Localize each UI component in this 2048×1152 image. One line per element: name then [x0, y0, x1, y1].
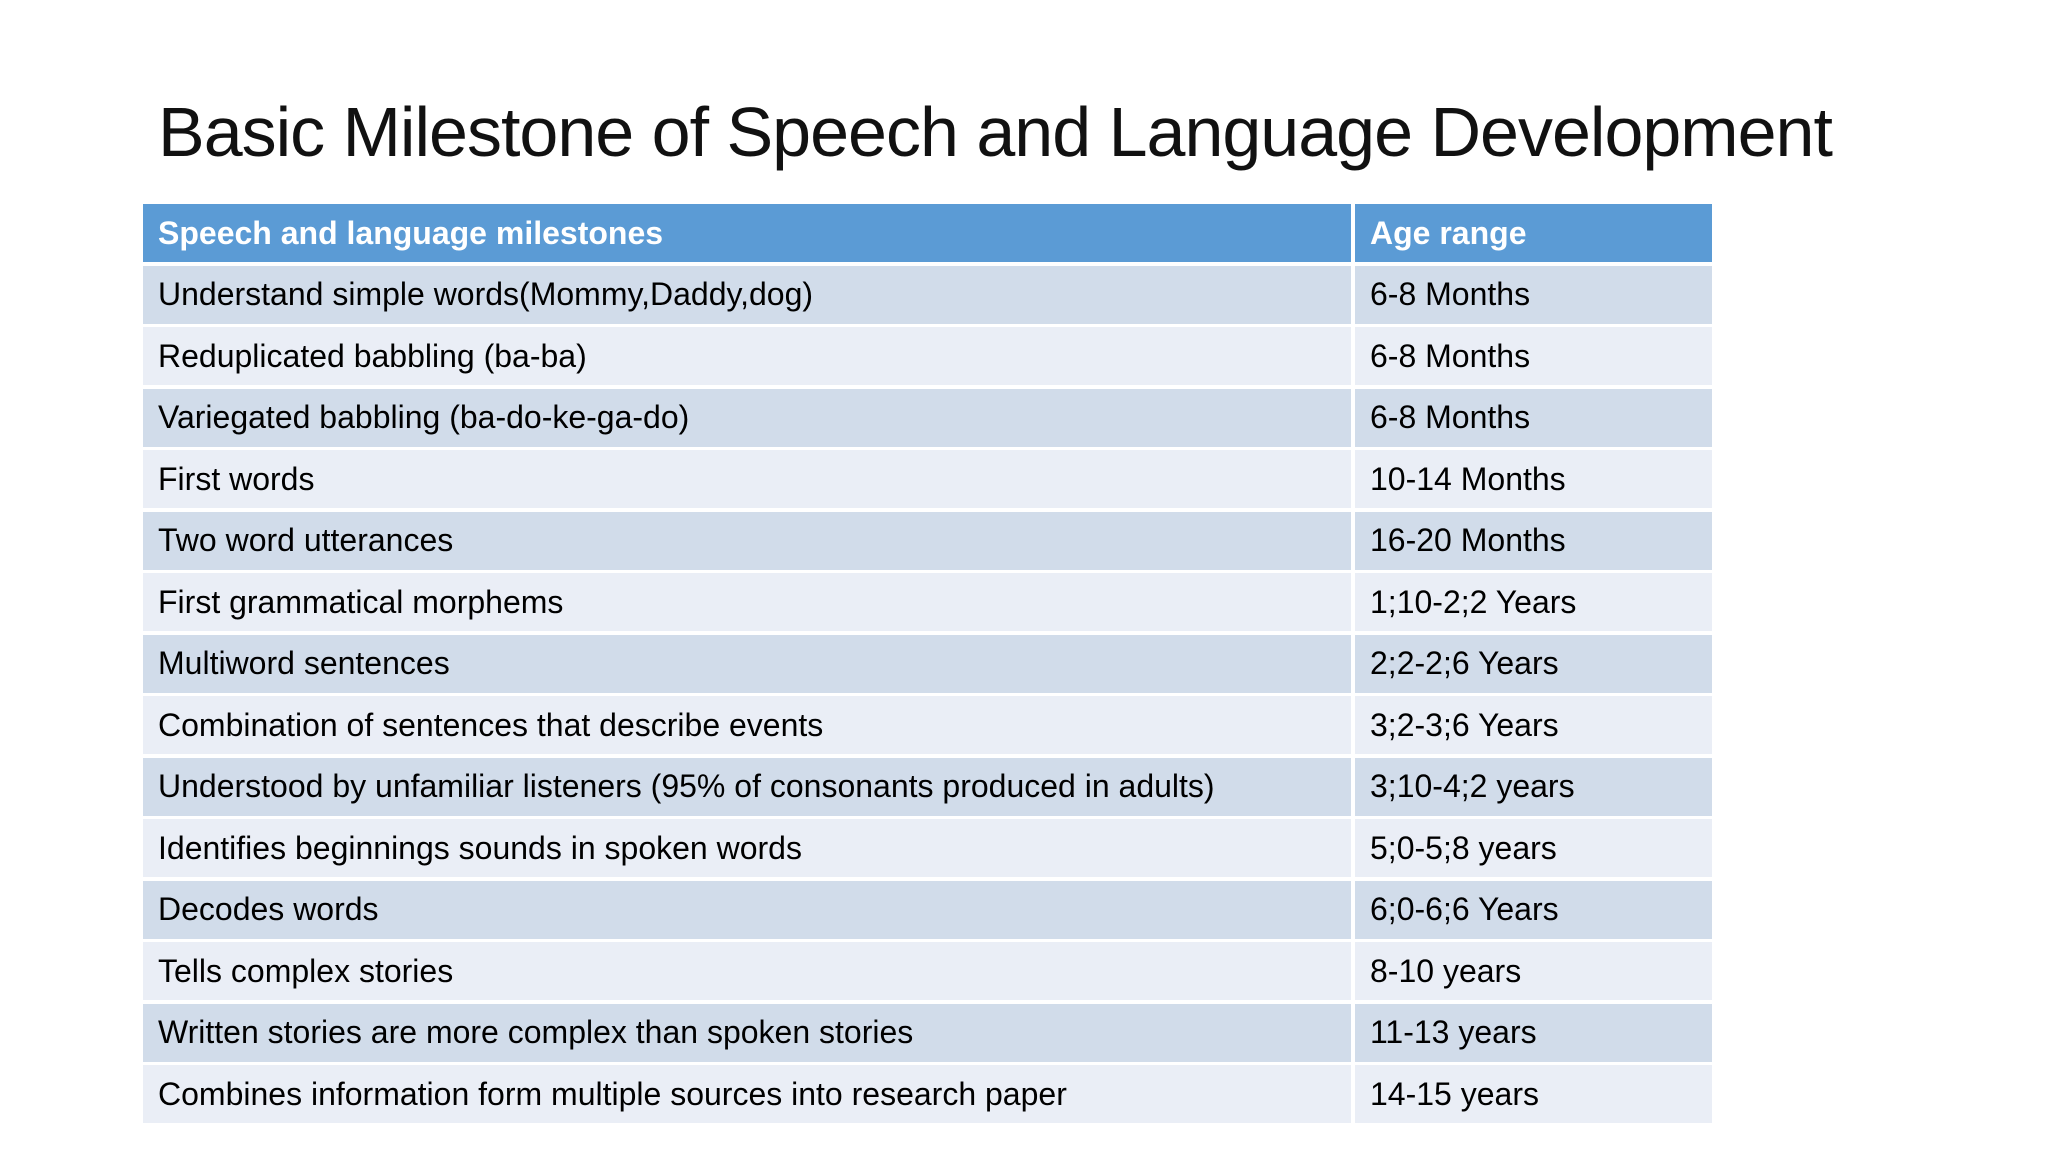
- table-row: Variegated babbling (ba-do-ke-ga-do) 6-8…: [143, 388, 1712, 447]
- milestones-table: Speech and language milestones Age range…: [143, 204, 1712, 1123]
- table-row: First words 10-14 Months: [143, 450, 1712, 508]
- milestone-cell: Reduplicated babbling (ba-ba): [143, 327, 1351, 385]
- age-range-cell: 6-8 Months: [1355, 265, 1712, 324]
- age-range-cell: 3;10-4;2 years: [1355, 757, 1712, 816]
- milestone-cell: Written stories are more complex than sp…: [143, 1003, 1351, 1062]
- slide-title: Basic Milestone of Speech and Language D…: [158, 93, 1833, 171]
- age-range-cell: 16-20 Months: [1355, 511, 1712, 570]
- column-header-age-range: Age range: [1355, 204, 1712, 262]
- age-range-cell: 6-8 Months: [1355, 327, 1712, 385]
- milestone-cell: Identifies beginnings sounds in spoken w…: [143, 819, 1351, 877]
- table-header-row: Speech and language milestones Age range: [143, 204, 1712, 262]
- milestone-cell: Combination of sentences that describe e…: [143, 696, 1351, 754]
- age-range-cell: 11-13 years: [1355, 1003, 1712, 1062]
- milestone-cell: Variegated babbling (ba-do-ke-ga-do): [143, 388, 1351, 447]
- milestone-cell: Multiword sentences: [143, 634, 1351, 693]
- milestone-cell: First words: [143, 450, 1351, 508]
- age-range-cell: 6;0-6;6 Years: [1355, 880, 1712, 939]
- milestone-cell: Two word utterances: [143, 511, 1351, 570]
- milestone-cell: Understood by unfamiliar listeners (95% …: [143, 757, 1351, 816]
- table-row: Understood by unfamiliar listeners (95% …: [143, 757, 1712, 816]
- table-row: Tells complex stories 8-10 years: [143, 942, 1712, 1000]
- table-body: Understand simple words(Mommy,Daddy,dog)…: [143, 265, 1712, 1123]
- milestone-cell: Decodes words: [143, 880, 1351, 939]
- age-range-cell: 5;0-5;8 years: [1355, 819, 1712, 877]
- table-row: Identifies beginnings sounds in spoken w…: [143, 819, 1712, 877]
- age-range-cell: 8-10 years: [1355, 942, 1712, 1000]
- table-row: First grammatical morphems 1;10-2;2 Year…: [143, 573, 1712, 631]
- table-row: Written stories are more complex than sp…: [143, 1003, 1712, 1062]
- age-range-cell: 14-15 years: [1355, 1065, 1712, 1123]
- table-row: Combination of sentences that describe e…: [143, 696, 1712, 754]
- table-row: Multiword sentences 2;2-2;6 Years: [143, 634, 1712, 693]
- milestone-cell: Tells complex stories: [143, 942, 1351, 1000]
- age-range-cell: 1;10-2;2 Years: [1355, 573, 1712, 631]
- age-range-cell: 3;2-3;6 Years: [1355, 696, 1712, 754]
- table-row: Combines information form multiple sourc…: [143, 1065, 1712, 1123]
- age-range-cell: 10-14 Months: [1355, 450, 1712, 508]
- table-row: Two word utterances 16-20 Months: [143, 511, 1712, 570]
- milestone-cell: Combines information form multiple sourc…: [143, 1065, 1351, 1123]
- table-row: Understand simple words(Mommy,Daddy,dog)…: [143, 265, 1712, 324]
- milestone-cell: Understand simple words(Mommy,Daddy,dog): [143, 265, 1351, 324]
- age-range-cell: 2;2-2;6 Years: [1355, 634, 1712, 693]
- column-header-milestones: Speech and language milestones: [143, 204, 1351, 262]
- milestone-cell: First grammatical morphems: [143, 573, 1351, 631]
- table-row: Decodes words 6;0-6;6 Years: [143, 880, 1712, 939]
- age-range-cell: 6-8 Months: [1355, 388, 1712, 447]
- table-row: Reduplicated babbling (ba-ba) 6-8 Months: [143, 327, 1712, 385]
